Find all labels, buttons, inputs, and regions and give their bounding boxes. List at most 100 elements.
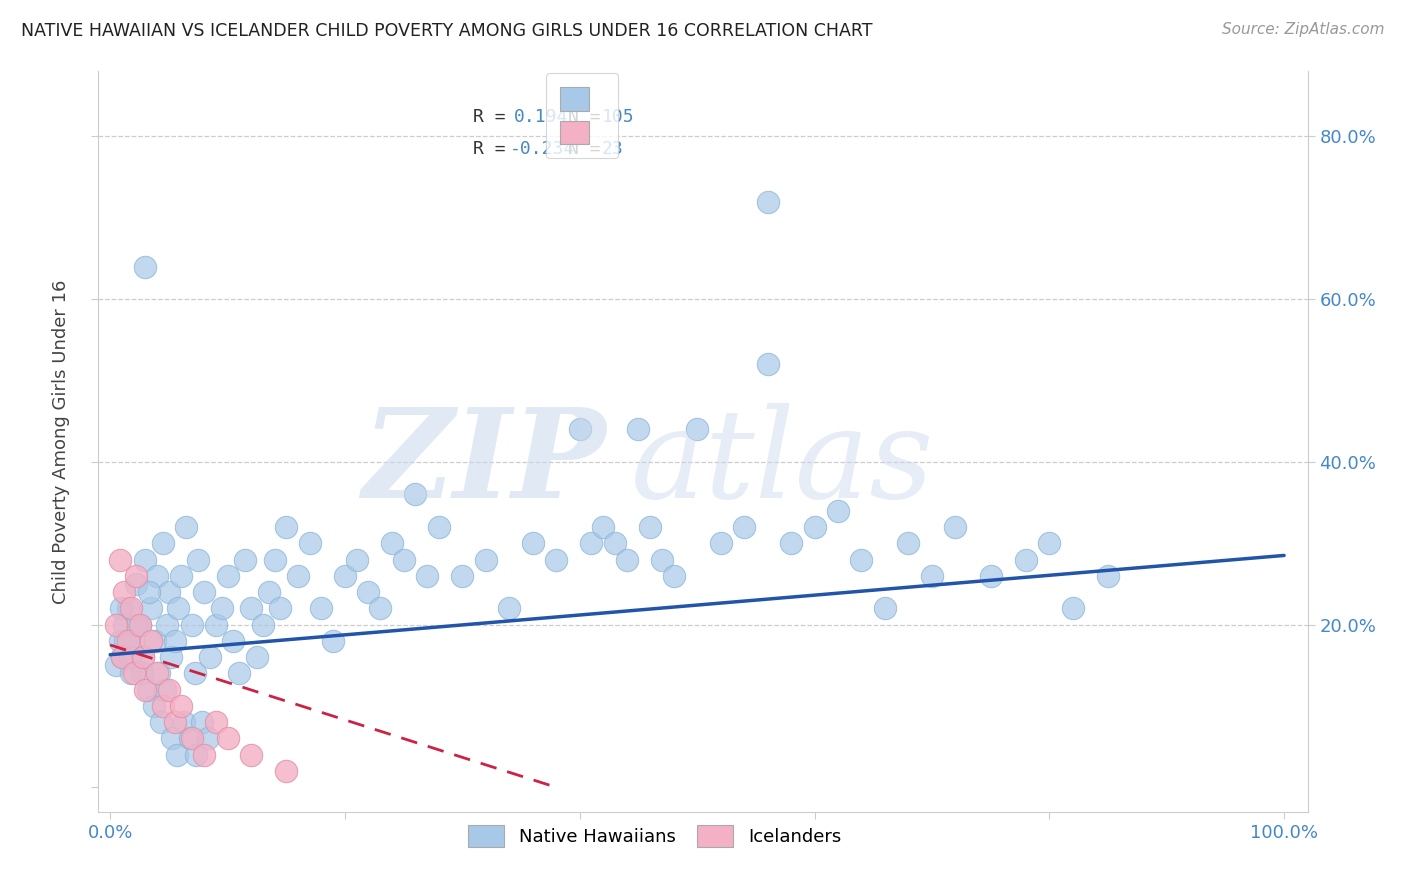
Point [416,568,439,582]
Point [149,715,172,730]
Point [252,617,274,632]
Point [733,520,755,534]
Point [603,536,626,550]
Point [120,650,142,665]
Point [228,666,250,681]
Point [322,633,344,648]
Point [127,617,149,632]
Point [132,650,155,665]
Point [152,536,174,550]
Point [756,357,779,371]
Point [111,650,134,665]
Point [498,601,520,615]
Point [142,698,165,713]
Point [269,601,291,615]
Point [117,601,139,615]
Text: 23: 23 [602,140,623,158]
Point [945,520,967,534]
Point [155,682,177,697]
Point [134,552,156,566]
Point [134,682,156,697]
Point [392,552,415,566]
Text: N =: N = [568,140,600,158]
Point [141,601,163,615]
Point [276,520,298,534]
Point [131,666,153,681]
Point [184,747,207,762]
Text: 105: 105 [602,108,634,127]
Point [1062,601,1084,615]
Point [181,617,204,632]
Text: R =: R = [474,108,506,127]
Point [176,520,198,534]
Point [686,422,709,436]
Point [110,601,132,615]
Point [662,568,685,582]
Point [568,422,591,436]
Point [217,568,239,582]
Point [780,536,803,550]
Point [1015,552,1038,566]
Point [756,194,779,209]
Point [851,552,873,566]
Point [546,552,568,566]
Text: ZIP: ZIP [363,403,606,524]
Point [333,568,356,582]
Point [921,568,943,582]
Point [193,747,215,762]
Point [138,585,160,599]
Text: R =: R = [474,140,506,158]
Point [166,747,188,762]
Point [141,633,163,648]
Point [143,633,166,648]
Point [190,715,212,730]
Point [204,617,226,632]
Point [136,682,159,697]
Point [157,585,180,599]
Point [125,577,148,591]
Point [169,568,191,582]
Point [105,617,128,632]
Point [427,520,450,534]
Point [651,552,673,566]
Legend: Native Hawaiians, Icelanders: Native Hawaiians, Icelanders [461,818,848,855]
Point [146,568,169,582]
Point [233,552,256,566]
Point [157,682,180,697]
Point [187,552,209,566]
Point [222,633,245,648]
Point [368,601,391,615]
Point [160,650,183,665]
Point [980,568,1002,582]
Point [162,731,184,746]
Point [211,601,233,615]
Point [114,633,136,648]
Point [117,633,139,648]
Point [827,504,849,518]
Point [217,731,239,746]
Text: -0.234: -0.234 [509,140,575,158]
Point [122,633,145,648]
Point [155,617,177,632]
Point [381,536,404,550]
Point [627,422,650,436]
Point [240,601,263,615]
Point [246,650,269,665]
Point [122,666,145,681]
Point [592,520,614,534]
Point [897,536,920,550]
Point [581,536,603,550]
Point [198,650,221,665]
Point [125,568,148,582]
Point [1097,568,1119,582]
Text: NATIVE HAWAIIAN VS ICELANDER CHILD POVERTY AMONG GIRLS UNDER 16 CORRELATION CHAR: NATIVE HAWAIIAN VS ICELANDER CHILD POVER… [21,22,873,40]
Point [173,715,195,730]
Point [710,536,733,550]
Point [183,666,205,681]
Point [112,617,135,632]
Y-axis label: Child Poverty Among Girls Under 16: Child Poverty Among Girls Under 16 [52,279,70,604]
Point [873,601,896,615]
Point [148,666,170,681]
Point [152,698,174,713]
Point [105,658,128,673]
